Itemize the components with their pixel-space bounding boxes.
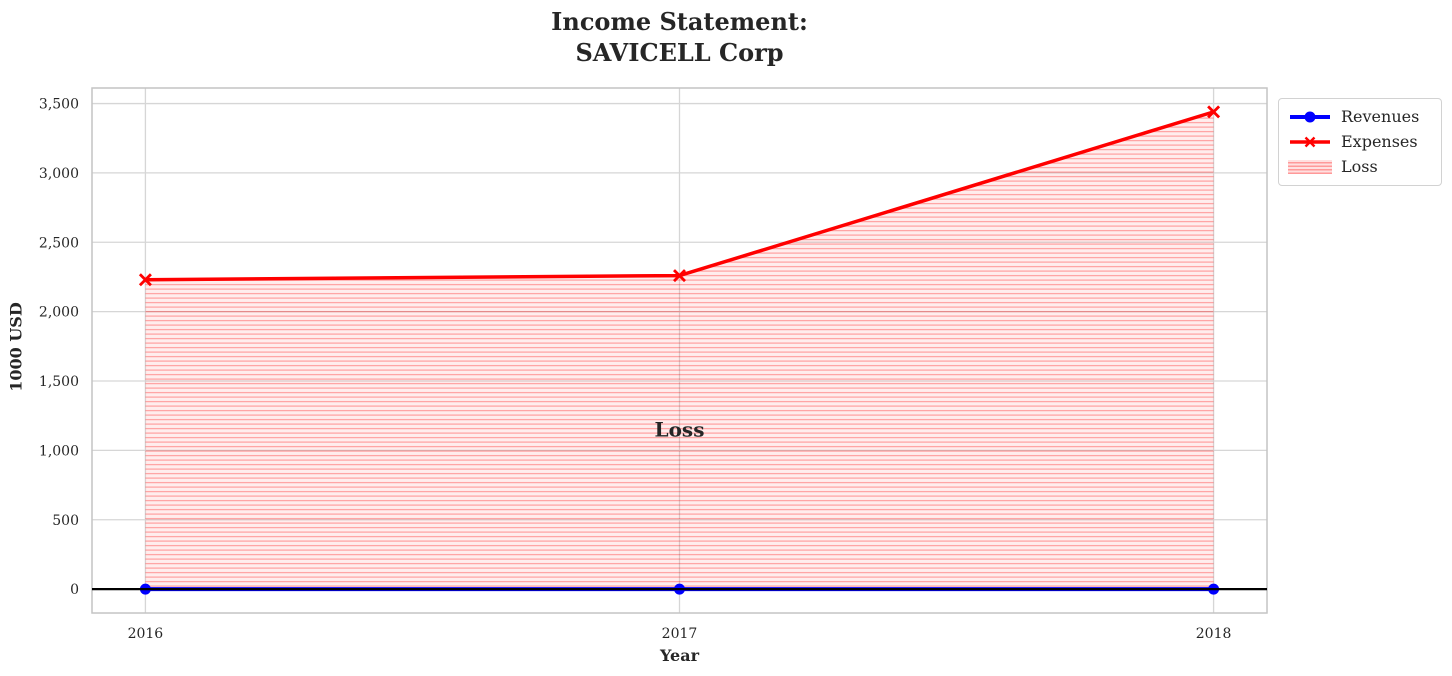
legend-label-expenses: Expenses [1341, 132, 1418, 151]
expenses-marker [673, 269, 686, 283]
chart-title: Income Statement: SAVICELL Corp [551, 7, 808, 67]
expenses-line-swatch-icon [1290, 136, 1330, 148]
legend-label-loss: Loss [1341, 157, 1378, 176]
legend: Revenues Expenses Loss [1278, 98, 1442, 186]
y-tick-label: 1,000 [39, 443, 79, 459]
expenses-marker [138, 273, 152, 287]
legend-item-expenses: Expenses [1288, 132, 1432, 152]
x-tick-label: 2016 [128, 626, 164, 642]
x-tick-label: 2018 [1196, 626, 1232, 642]
y-tick-label: 3,500 [39, 97, 79, 113]
expenses-marker [1207, 105, 1221, 119]
legend-item-revenues: Revenues [1288, 107, 1432, 127]
loss-annotation: Loss [655, 418, 705, 442]
y-tick-label: 2,000 [39, 305, 79, 321]
y-axis-label: 1000 USD [6, 302, 26, 392]
x-axis-label: Year [659, 646, 699, 665]
legend-item-loss: Loss [1288, 157, 1432, 177]
y-tick-label: 1,500 [39, 374, 79, 390]
y-tick-label: 2,500 [39, 235, 79, 251]
revenues-line-swatch-icon [1290, 111, 1330, 123]
legend-label-revenues: Revenues [1341, 107, 1420, 126]
y-tick-label: 3,000 [39, 166, 79, 182]
x-tick-label: 2017 [662, 626, 698, 642]
y-tick-label: 0 [70, 582, 79, 598]
y-tick-label: 500 [52, 513, 79, 529]
loss-area [145, 111, 1214, 590]
loss-fill-swatch-icon [1288, 160, 1332, 174]
plot-border [91, 87, 1268, 614]
